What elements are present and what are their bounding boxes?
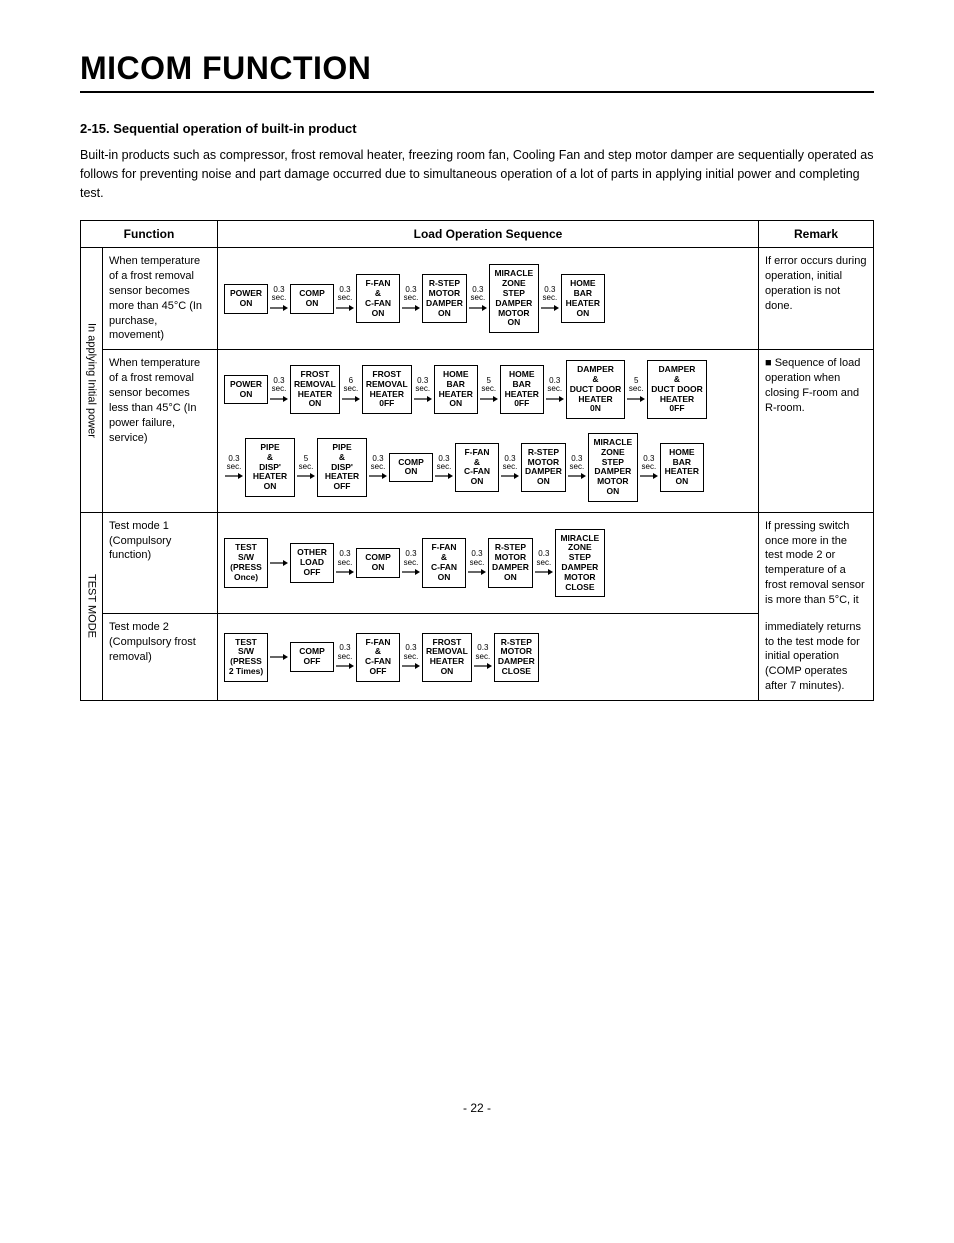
arrow-icon: 5 sec.	[296, 455, 316, 481]
arrow-icon: 0.3 sec.	[335, 644, 355, 670]
page-number: - 22 -	[80, 1101, 874, 1115]
flow-row1: POWER ON0.3 sec.COMP ON0.3 sec.F-FAN & C…	[224, 264, 752, 333]
arrow-icon: 0.3 sec.	[335, 286, 355, 312]
flow-box: MIRACLE ZONE STEP DAMPER MOTOR ON	[588, 433, 638, 502]
table-row: In applying Initial power When temperatu…	[81, 248, 874, 350]
flow-box: OTHER LOAD OFF	[290, 543, 334, 582]
flow-box: F-FAN & C-FAN ON	[356, 274, 400, 323]
flow-box: POWER ON	[224, 284, 268, 314]
flow-box: F-FAN & C-FAN ON	[422, 538, 466, 587]
flow-row2b: 0.3 sec.PIPE & DISP' HEATER ON5 sec.PIPE…	[224, 433, 752, 502]
flow-row3: TEST S/W (PRESS Once)OTHER LOAD OFF0.3 s…	[224, 529, 752, 598]
arrow-icon: 0.3 sec.	[269, 286, 289, 312]
flow-box: COMP ON	[356, 548, 400, 578]
remark-text: Sequence of load operation when closing …	[765, 357, 860, 414]
arrow-icon: 0.3 sec.	[335, 550, 355, 576]
sequence-cell: TEST S/W (PRESS Once)OTHER LOAD OFF0.3 s…	[218, 512, 759, 614]
flow-box: POWER ON	[224, 375, 268, 405]
flow-box: DAMPER & DUCT DOOR HEATER 0N	[566, 360, 625, 419]
flow-box: F-FAN & C-FAN OFF	[356, 633, 400, 682]
arrow-icon: 0.3 sec.	[500, 455, 520, 481]
intro-text: Built-in products such as compressor, fr…	[80, 146, 874, 202]
arrow-icon: 0.3 sec.	[468, 286, 488, 312]
arrow-icon: 5 sec.	[626, 377, 646, 403]
table-row: TEST MODE Test mode 1 (Compulsory functi…	[81, 512, 874, 614]
flow-box: PIPE & DISP' HEATER OFF	[317, 438, 367, 497]
arrow-icon: 0.3 sec.	[534, 550, 554, 576]
header-remark: Remark	[759, 221, 874, 248]
flow-box: DAMPER & DUCT DOOR HEATER 0FF	[647, 360, 706, 419]
flow-row4: TEST S/W (PRESS 2 Times)COMP OFF0.3 sec.…	[224, 633, 752, 682]
arrow-icon: 5 sec.	[479, 377, 499, 403]
arrow-icon: 0.3 sec.	[639, 455, 659, 481]
arrow-icon: 0.3 sec.	[434, 455, 454, 481]
flow-box: HOME BAR HEATER ON	[561, 274, 605, 323]
flow-row2a: POWER ON0.3 sec.FROST REMOVAL HEATER ON6…	[224, 360, 752, 419]
title-rule	[80, 91, 874, 93]
remark-cell: If error occurs during operation, initia…	[759, 248, 874, 350]
flow-box: COMP ON	[389, 453, 433, 483]
function-cell: Test mode 2 (Compulsory frost removal)	[103, 614, 218, 701]
function-cell: Test mode 1 (Compulsory function)	[103, 512, 218, 614]
flow-box: FROST REMOVAL HEATER 0FF	[362, 365, 412, 414]
table-row: When temperature of a frost removal sens…	[81, 350, 874, 512]
header-function: Function	[81, 221, 218, 248]
bullet-icon: ■	[765, 357, 772, 369]
remark-cell: If pressing switch once more in the test…	[759, 512, 874, 614]
flow-box: FROST REMOVAL HEATER ON	[422, 633, 472, 682]
sequence-cell: POWER ON0.3 sec.FROST REMOVAL HEATER ON6…	[218, 350, 759, 512]
flow-box: HOME BAR HEATER ON	[660, 443, 704, 492]
flow-box: TEST S/W (PRESS 2 Times)	[224, 633, 268, 682]
sequence-cell: TEST S/W (PRESS 2 Times)COMP OFF0.3 sec.…	[218, 614, 759, 701]
arrow-icon: 6 sec.	[341, 377, 361, 403]
flow-box: COMP ON	[290, 284, 334, 314]
flow-box: R-STEP MOTOR DAMPER CLOSE	[494, 633, 539, 682]
flow-box: HOME BAR HEATER ON	[434, 365, 478, 414]
flow-box: F-FAN & C-FAN ON	[455, 443, 499, 492]
arrow-icon: 0.3 sec.	[473, 644, 493, 670]
flow-box: FROST REMOVAL HEATER ON	[290, 365, 340, 414]
arrow-icon: 0.3 sec.	[401, 550, 421, 576]
arrow-icon: 0.3 sec.	[401, 286, 421, 312]
flow-box: COMP OFF	[290, 642, 334, 672]
table-row: Test mode 2 (Compulsory frost removal) T…	[81, 614, 874, 701]
arrow-icon: 0.3 sec.	[224, 455, 244, 481]
arrow-icon: 0.3 sec.	[540, 286, 560, 312]
flow-box: R-STEP MOTOR DAMPER ON	[488, 538, 533, 587]
remark-cell: immediately returns to the test mode for…	[759, 614, 874, 701]
arrow-icon	[269, 653, 289, 661]
remark-cell: ■ Sequence of load operation when closin…	[759, 350, 874, 512]
header-sequence: Load Operation Sequence	[218, 221, 759, 248]
arrow-icon: 0.3 sec.	[545, 377, 565, 403]
flow-box: R-STEP MOTOR DAMPER ON	[422, 274, 467, 323]
section-heading: 2-15. Sequential operation of built-in p…	[80, 121, 874, 136]
flow-box: MIRACLE ZONE STEP DAMPER MOTOR ON	[489, 264, 539, 333]
flow-box: R-STEP MOTOR DAMPER ON	[521, 443, 566, 492]
sequence-table: Function Load Operation Sequence Remark …	[80, 220, 874, 701]
arrow-icon: 0.3 sec.	[368, 455, 388, 481]
table-header-row: Function Load Operation Sequence Remark	[81, 221, 874, 248]
arrow-icon: 0.3 sec.	[269, 377, 289, 403]
group-label-test-mode: TEST MODE	[81, 512, 103, 700]
page-title: MICOM FUNCTION	[80, 50, 874, 87]
flow-box: TEST S/W (PRESS Once)	[224, 538, 268, 587]
flow-box: HOME BAR HEATER 0FF	[500, 365, 544, 414]
sequence-cell: POWER ON0.3 sec.COMP ON0.3 sec.F-FAN & C…	[218, 248, 759, 350]
arrow-icon	[269, 559, 289, 567]
group-label-initial-power: In applying Initial power	[81, 248, 103, 512]
flow-box: MIRACLE ZONE STEP DAMPER MOTOR CLOSE	[555, 529, 605, 598]
arrow-icon: 0.3 sec.	[467, 550, 487, 576]
function-cell: When temperature of a frost removal sens…	[103, 350, 218, 512]
arrow-icon: 0.3 sec.	[413, 377, 433, 403]
flow-box: PIPE & DISP' HEATER ON	[245, 438, 295, 497]
arrow-icon: 0.3 sec.	[567, 455, 587, 481]
function-cell: When temperature of a frost removal sens…	[103, 248, 218, 350]
arrow-icon: 0.3 sec.	[401, 644, 421, 670]
